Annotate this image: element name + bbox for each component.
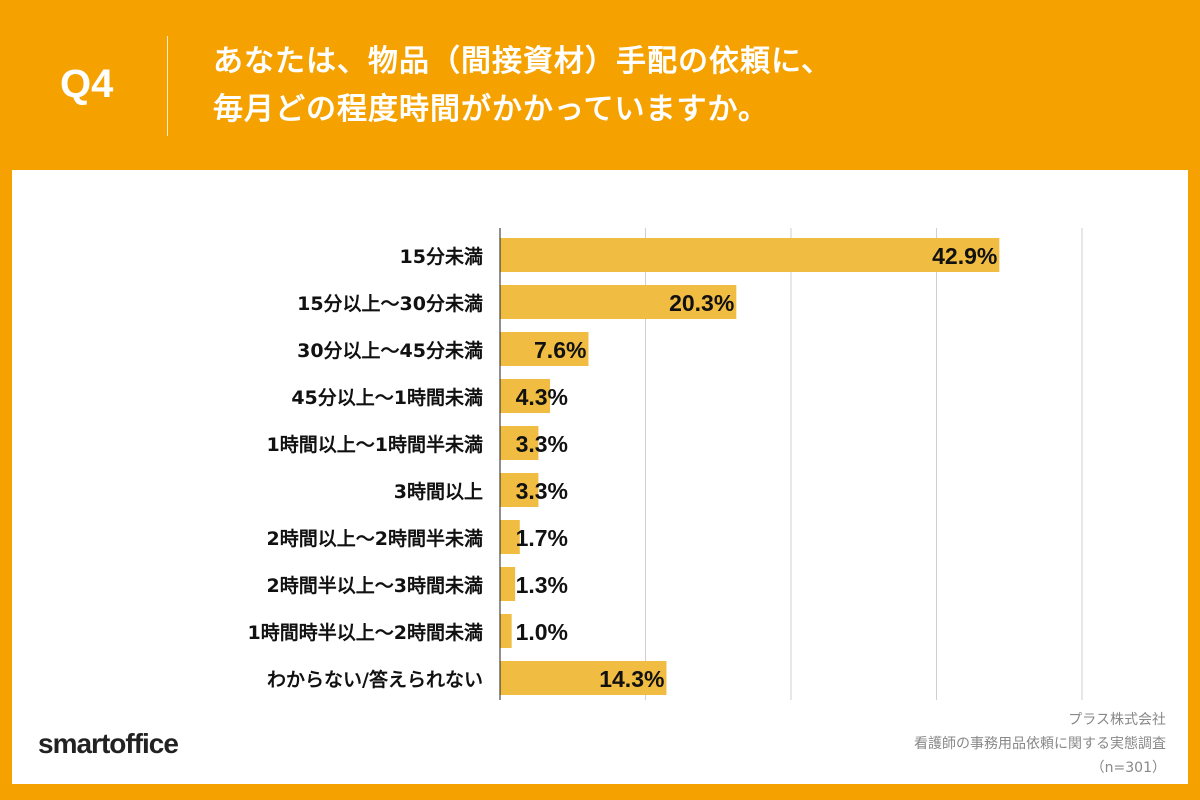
question-number: Q4 — [60, 62, 114, 106]
value-label: 7.6% — [534, 337, 586, 363]
value-label: 1.7% — [516, 525, 568, 551]
bar — [500, 238, 1000, 272]
bar — [500, 661, 667, 695]
title-line-2: 毎月どの程度時間がかかっていますか。 — [213, 92, 769, 127]
bar — [500, 520, 520, 554]
category-label: 15分以上〜30分未満 — [297, 292, 483, 315]
value-label: 42.9% — [932, 243, 997, 269]
value-label: 14.3% — [599, 666, 664, 692]
value-label: 20.3% — [669, 290, 734, 316]
category-label: 3時間以上 — [394, 481, 483, 503]
value-label: 3.3% — [516, 431, 568, 457]
value-label: 1.3% — [516, 572, 568, 598]
category-label: 30分以上〜45分未満 — [297, 339, 483, 362]
category-label: 45分以上〜1時間未満 — [291, 386, 483, 409]
source-note: プラス株式会社 看護師の事務用品依頼に関する実態調査 （n=301） — [914, 708, 1166, 780]
category-label: 1時間時半以上〜2時間未満 — [248, 621, 483, 644]
smartoffice-logo: smartoffice — [38, 728, 179, 759]
header-divider — [167, 36, 168, 136]
bar — [500, 332, 589, 366]
value-label: 3.3% — [516, 478, 568, 504]
bar — [500, 473, 539, 507]
question-title: あなたは、物品（間接資材）手配の依頼に、 毎月どの程度時間がかかっていますか。 — [213, 38, 832, 134]
value-label: 1.0% — [516, 619, 568, 645]
bar — [500, 426, 539, 460]
category-label: 2時間以上〜2時間半未満 — [267, 527, 483, 550]
company-name: プラス株式会社 — [1068, 712, 1166, 728]
category-label: 15分未満 — [400, 245, 483, 268]
bar — [500, 285, 737, 319]
category-label: 1時間以上〜1時間半未満 — [267, 433, 483, 456]
category-label: わからない/答えられない — [267, 668, 483, 691]
value-label: 4.3% — [516, 384, 568, 410]
category-label: 2時間半以上〜3時間未満 — [267, 574, 483, 597]
bar — [500, 614, 512, 648]
survey-name: 看護師の事務用品依頼に関する実態調査 — [914, 736, 1166, 752]
title-line-1: あなたは、物品（間接資材）手配の依頼に、 — [213, 44, 833, 79]
bar — [500, 567, 516, 601]
bar — [500, 379, 551, 413]
sample-size: （n=301） — [1090, 760, 1166, 776]
